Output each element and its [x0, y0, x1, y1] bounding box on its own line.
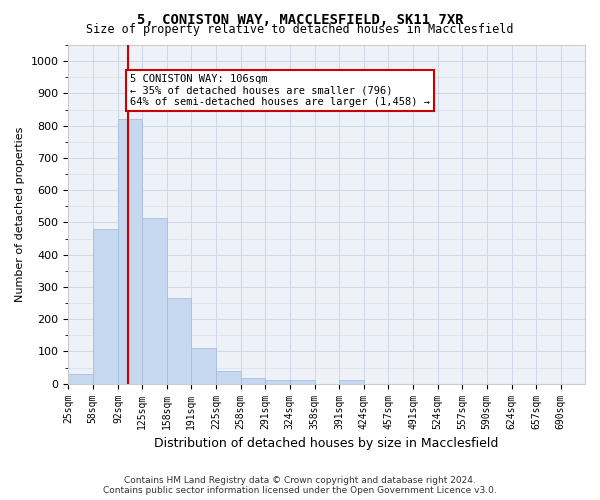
Y-axis label: Number of detached properties: Number of detached properties: [15, 126, 25, 302]
Bar: [167, 298, 191, 384]
Bar: [68, 374, 93, 384]
Text: Size of property relative to detached houses in Macclesfield: Size of property relative to detached ho…: [86, 22, 514, 36]
Bar: [142, 218, 167, 384]
Bar: [93, 229, 118, 384]
Bar: [241, 378, 265, 384]
Bar: [290, 380, 315, 384]
Bar: [217, 372, 241, 384]
Bar: [265, 380, 290, 384]
Bar: [339, 380, 364, 384]
Text: Contains HM Land Registry data © Crown copyright and database right 2024.
Contai: Contains HM Land Registry data © Crown c…: [103, 476, 497, 495]
Bar: [191, 348, 217, 384]
Bar: [118, 119, 142, 384]
Text: 5 CONISTON WAY: 106sqm
← 35% of detached houses are smaller (796)
64% of semi-de: 5 CONISTON WAY: 106sqm ← 35% of detached…: [130, 74, 430, 107]
Text: 5, CONISTON WAY, MACCLESFIELD, SK11 7XR: 5, CONISTON WAY, MACCLESFIELD, SK11 7XR: [137, 12, 463, 26]
X-axis label: Distribution of detached houses by size in Macclesfield: Distribution of detached houses by size …: [154, 437, 499, 450]
